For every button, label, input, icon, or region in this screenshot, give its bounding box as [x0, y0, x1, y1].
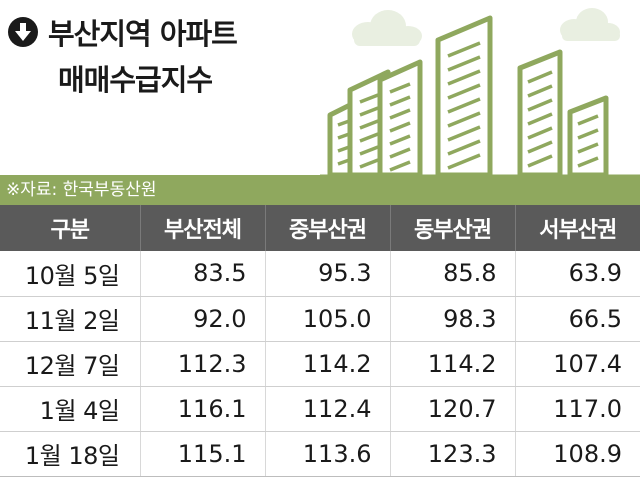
- table-cell: 107.4: [515, 341, 640, 387]
- chart-title: 부산지역 아파트: [48, 17, 238, 51]
- table-cell: 114.2: [265, 341, 391, 387]
- row-label: 10월 5일: [0, 251, 141, 297]
- down-arrow-circle-icon: [8, 17, 38, 47]
- table-cell: 116.1: [140, 386, 266, 432]
- table-cell: 115.1: [140, 431, 266, 477]
- chart-subtitle: 매매수급지수: [58, 63, 213, 97]
- cloud-left-icon: [352, 10, 422, 46]
- table-row: 12월 7일 112.3 114.2 114.2 107.4: [0, 341, 640, 387]
- table-cell: 117.0: [515, 386, 640, 432]
- table-row: 11월 2일 92.0 105.0 98.3 66.5: [0, 296, 640, 342]
- table-cell: 112.4: [265, 386, 391, 432]
- column-header: 서부산권: [515, 205, 640, 251]
- building-4: [435, 15, 493, 178]
- column-header: 부산전체: [140, 205, 266, 251]
- index-table: 구분 부산전체 중부산권 동부산권 서부산권 10월 5일 83.5 95.3 …: [0, 205, 640, 477]
- column-header: 동부산권: [390, 205, 516, 251]
- building-3: [377, 59, 423, 178]
- buildings-illustration: [320, 8, 640, 178]
- cloud-right-icon: [560, 8, 620, 41]
- table-header-row: 구분 부산전체 중부산권 동부산권 서부산권: [0, 205, 640, 251]
- row-label: 1월 18일: [0, 431, 141, 477]
- table-row: 1월 18일 115.1 113.6 123.3 108.9: [0, 431, 640, 477]
- row-label: 11월 2일: [0, 296, 141, 342]
- table-cell: 98.3: [390, 296, 516, 342]
- table-row: 1월 4일 116.1 112.4 120.7 117.0: [0, 386, 640, 432]
- table-row: 10월 5일 83.5 95.3 85.8 63.9: [0, 251, 640, 297]
- column-header: 구분: [0, 205, 141, 251]
- title-block: 부산지역 아파트 매매수급지수: [8, 12, 238, 100]
- table-cell: 95.3: [265, 251, 391, 297]
- table-cell: 114.2: [390, 341, 516, 387]
- table-cell: 63.9: [515, 251, 640, 297]
- table-cell: 113.6: [265, 431, 391, 477]
- table-cell: 108.9: [515, 431, 640, 477]
- column-header: 중부산권: [265, 205, 391, 251]
- table-cell: 92.0: [140, 296, 266, 342]
- table-cell: 83.5: [140, 251, 266, 297]
- table-cell: 105.0: [265, 296, 391, 342]
- building-5: [517, 49, 563, 178]
- table-cell: 123.3: [390, 431, 516, 477]
- table-cell: 112.3: [140, 341, 266, 387]
- table-cell: 66.5: [515, 296, 640, 342]
- row-label: 12월 7일: [0, 341, 141, 387]
- table-cell: 85.8: [390, 251, 516, 297]
- table-cell: 120.7: [390, 386, 516, 432]
- row-label: 1월 4일: [0, 386, 141, 432]
- source-note: ※자료: 한국부동산원: [0, 175, 640, 205]
